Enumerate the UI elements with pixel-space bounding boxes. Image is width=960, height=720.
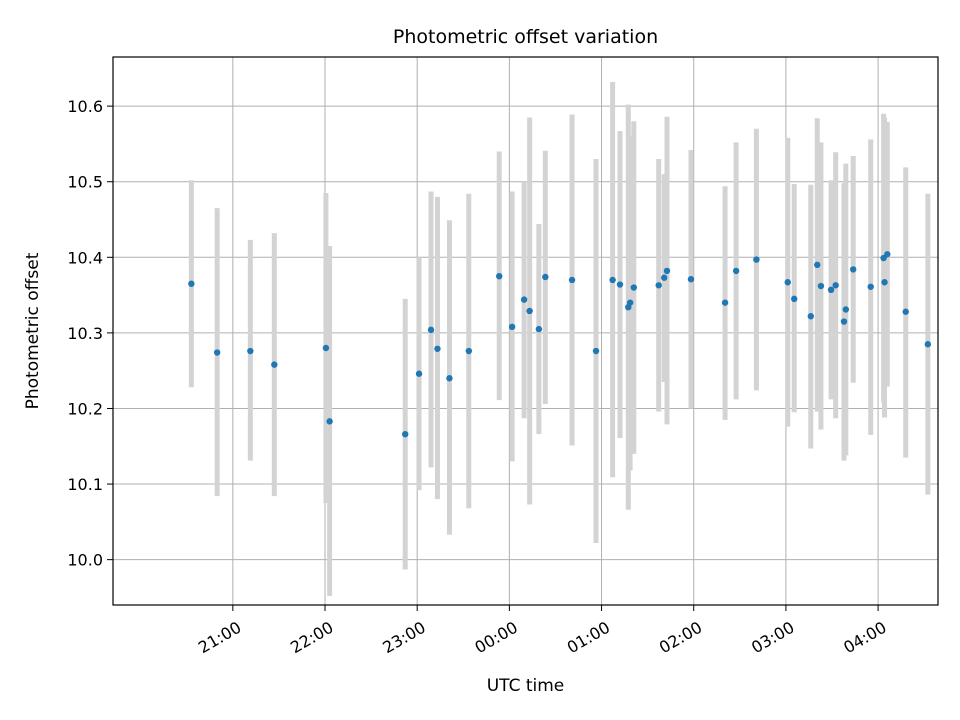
y-tick-label: 10.0 xyxy=(67,551,103,570)
data-point xyxy=(832,282,839,289)
data-point xyxy=(496,273,503,280)
data-point xyxy=(446,375,453,382)
y-tick-label: 10.1 xyxy=(67,475,103,494)
x-axis-label: UTC time xyxy=(487,676,565,696)
data-point xyxy=(827,286,835,294)
data-point xyxy=(842,306,850,313)
data-point xyxy=(326,418,333,425)
data-point xyxy=(655,282,662,289)
data-point xyxy=(814,261,821,269)
data-point xyxy=(526,307,533,315)
y-axis-ticks: 10.0 10.1 10.2 10.3 10.4 10.5 10.6 xyxy=(67,97,113,570)
data-point xyxy=(784,279,791,286)
data-point xyxy=(661,274,668,281)
data-point xyxy=(687,276,695,283)
data-point xyxy=(753,256,760,263)
y-tick-label: 10.4 xyxy=(67,248,103,267)
data-point xyxy=(535,325,543,333)
data-point xyxy=(626,299,634,306)
y-tick-label: 10.3 xyxy=(67,324,103,343)
data-point xyxy=(508,323,516,331)
data-point xyxy=(902,308,909,315)
data-point xyxy=(213,349,221,356)
data-point xyxy=(817,282,825,290)
data-point xyxy=(415,370,423,377)
data-point xyxy=(609,276,616,284)
data-point xyxy=(568,276,576,284)
y-tick-label: 10.5 xyxy=(67,173,103,192)
data-point xyxy=(721,299,729,306)
data-point xyxy=(791,295,798,303)
data-point xyxy=(884,251,891,258)
data-point xyxy=(849,266,857,273)
data-point xyxy=(247,347,254,355)
y-axis-label: Photometric offset xyxy=(23,252,43,409)
data-point xyxy=(188,280,195,287)
data-point xyxy=(881,279,888,286)
data-point xyxy=(402,430,409,438)
data-point xyxy=(807,313,814,320)
data-point xyxy=(630,284,638,291)
plot-frame xyxy=(112,56,939,606)
data-point xyxy=(592,347,600,355)
data-point xyxy=(520,296,528,303)
data-point xyxy=(427,326,435,334)
data-point xyxy=(271,361,278,368)
data-point xyxy=(663,267,671,275)
data-point xyxy=(840,318,848,325)
data-point xyxy=(434,345,441,352)
y-tick-label: 10.6 xyxy=(67,97,103,116)
data-point xyxy=(732,267,740,275)
data-point xyxy=(465,347,473,355)
data-point xyxy=(542,273,549,281)
data-point xyxy=(867,283,874,290)
data-point xyxy=(924,341,932,348)
point-layer xyxy=(188,251,932,438)
y-tick-label: 10.2 xyxy=(67,399,103,418)
data-point xyxy=(322,344,330,352)
data-point xyxy=(616,281,624,288)
chart-title: Photometric offset variation xyxy=(393,26,658,48)
